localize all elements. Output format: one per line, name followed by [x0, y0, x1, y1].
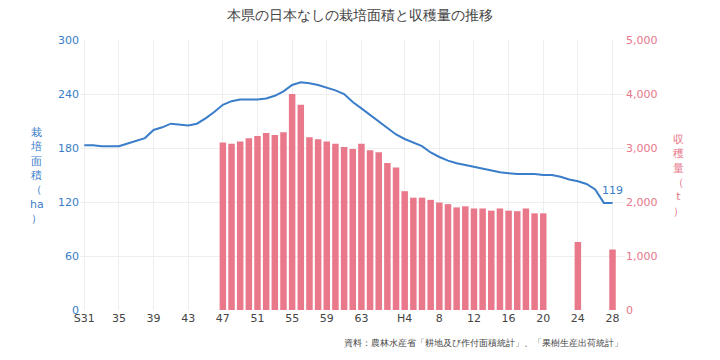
svg-text:栽培面積（ha）: 栽培面積（ha）: [30, 126, 44, 225]
svg-text:8: 8: [436, 312, 443, 325]
svg-text:本県の日本なしの栽培面積と収穫量の推移: 本県の日本なしの栽培面積と収穫量の推移: [227, 7, 493, 23]
svg-text:59: 59: [320, 312, 334, 325]
svg-text:51: 51: [251, 312, 265, 325]
svg-text:180: 180: [58, 142, 79, 155]
svg-text:2,000: 2,000: [626, 196, 658, 209]
svg-text:24: 24: [571, 312, 585, 325]
svg-text:47: 47: [216, 312, 230, 325]
svg-text:5,000: 5,000: [626, 34, 658, 47]
svg-text:資料：農林水産省「耕地及び作付面積統計」、「果樹生産出荷統計: 資料：農林水産省「耕地及び作付面積統計」、「果樹生産出荷統計」: [344, 338, 623, 348]
svg-text:55: 55: [285, 312, 299, 325]
svg-text:3,000: 3,000: [626, 142, 658, 155]
svg-text:1,000: 1,000: [626, 250, 658, 263]
svg-text:43: 43: [181, 312, 195, 325]
svg-text:収穫量（t）: 収穫量（t）: [673, 133, 684, 218]
svg-text:H4: H4: [397, 312, 412, 325]
svg-text:0: 0: [72, 304, 79, 317]
svg-text:4,000: 4,000: [626, 88, 658, 101]
svg-text:119: 119: [602, 184, 623, 197]
svg-text:20: 20: [536, 312, 550, 325]
svg-text:35: 35: [112, 312, 126, 325]
svg-text:12: 12: [467, 312, 481, 325]
svg-text:16: 16: [502, 312, 516, 325]
svg-text:120: 120: [58, 196, 79, 209]
svg-text:S31: S31: [74, 312, 95, 325]
svg-text:28: 28: [606, 312, 620, 325]
svg-text:240: 240: [58, 88, 79, 101]
svg-text:39: 39: [147, 312, 161, 325]
svg-text:300: 300: [58, 34, 79, 47]
svg-text:63: 63: [354, 312, 368, 325]
svg-text:0: 0: [626, 304, 633, 317]
svg-text:60: 60: [65, 250, 79, 263]
